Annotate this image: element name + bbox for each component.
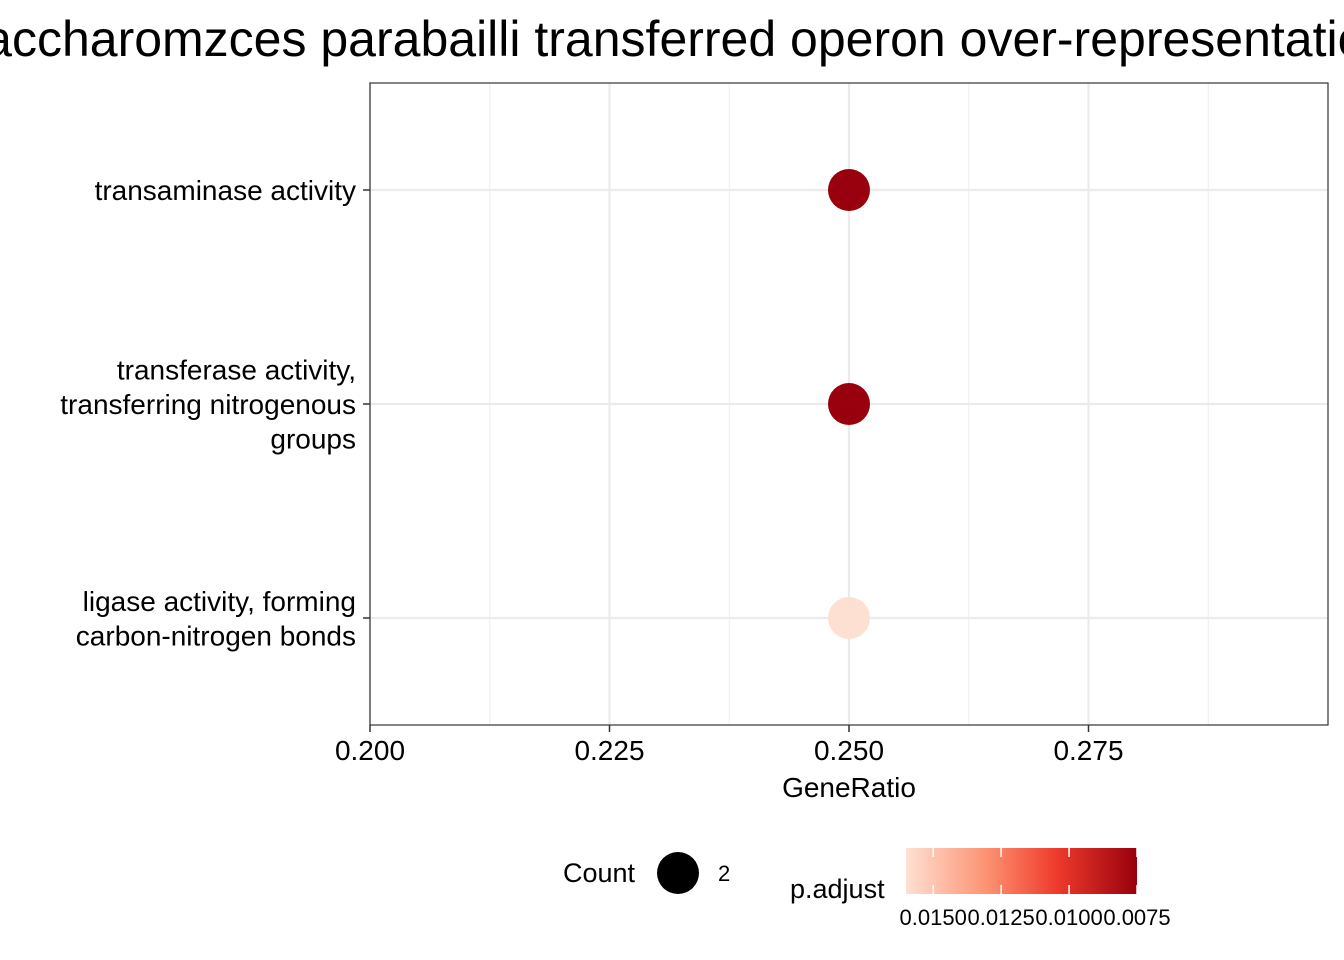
colorbar-tick-label: 0.0150: [900, 905, 967, 930]
data-point: [828, 169, 870, 211]
colorbar-tick-label: 0.0100: [1035, 905, 1102, 930]
chart-title: Saccharomzces parabailli transferred ope…: [0, 11, 1344, 67]
legend-padjust-colorbar: [906, 848, 1137, 894]
y-tick-label: ligase activity, forming: [83, 586, 356, 617]
colorbar-tick-label: 0.0075: [1103, 905, 1170, 930]
colorbar-tick-label: 0.0125: [967, 905, 1034, 930]
legend-padjust-ticks: 0.0150 0.0125 0.0100 0.0075: [900, 848, 1171, 930]
legend-count-label: 2: [718, 861, 730, 886]
legend-count-title: Count: [563, 858, 636, 888]
legend-padjust-title: p.adjust: [790, 874, 885, 904]
x-tick-label: 0.225: [574, 735, 644, 766]
y-tick-label: transferase activity,: [117, 355, 356, 386]
y-tick-label: transferring nitrogenous: [60, 389, 356, 420]
data-point: [828, 597, 870, 639]
y-tick-label: carbon-nitrogen bonds: [76, 620, 356, 651]
legend-padjust: p.adjust 0.0150 0.0125 0.0100 0.0075: [790, 848, 1171, 930]
legend-count: Count 2: [563, 852, 730, 894]
x-tick-label: 0.275: [1053, 735, 1123, 766]
y-tick-label: groups: [270, 424, 356, 455]
y-axis: transaminase activity transferase activit…: [60, 175, 370, 651]
x-tick-label: 0.200: [335, 735, 405, 766]
data-point: [828, 383, 870, 425]
legend-count-dot: [657, 852, 699, 894]
data-points: [828, 169, 870, 639]
x-tick-label: 0.250: [814, 735, 884, 766]
y-tick-label: transaminase activity: [95, 175, 356, 206]
x-axis-label: GeneRatio: [782, 772, 916, 803]
x-axis: 0.200 0.225 0.250 0.275: [335, 725, 1124, 766]
